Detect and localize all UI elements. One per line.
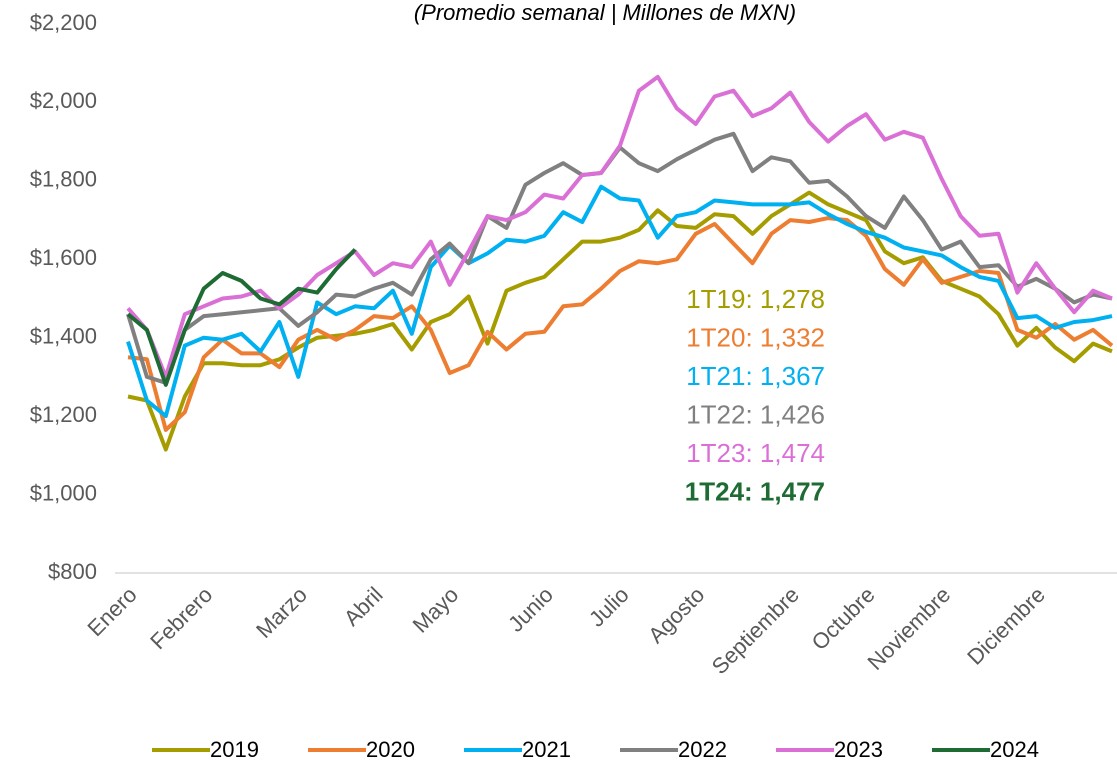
y-tick-label: $1,200 <box>30 402 97 427</box>
x-tick-label: Marzo <box>251 582 312 643</box>
x-tick-label: Abril <box>339 582 388 631</box>
legend-label: 2019 <box>210 737 259 762</box>
x-tick-label: Septiembre <box>707 582 804 679</box>
legend-label: 2024 <box>990 737 1039 762</box>
x-tick-label: Agosto <box>643 582 709 648</box>
series-line <box>127 190 1113 452</box>
series-line <box>126 74 1113 379</box>
legend-label: 2022 <box>678 737 727 762</box>
legend-label: 2023 <box>834 737 883 762</box>
y-tick-label: $2,200 <box>30 10 97 35</box>
x-tick-label: Octubre <box>807 582 880 655</box>
annotation: 1T21: 1,367 <box>686 361 825 391</box>
annotation: 1T24: 1,477 <box>685 476 825 506</box>
series-line <box>126 248 357 387</box>
x-tick-label: Mayo <box>408 582 464 638</box>
legend-label: 2020 <box>366 737 415 762</box>
x-tick-label: Diciembre <box>962 582 1050 670</box>
y-tick-label: $1,800 <box>30 167 97 192</box>
annotation: 1T20: 1,332 <box>686 322 825 352</box>
y-tick-label: $1,000 <box>30 480 97 505</box>
annotation: 1T19: 1,278 <box>686 284 825 314</box>
annotation: 1T23: 1,474 <box>686 438 825 468</box>
y-tick-label: $2,000 <box>30 88 97 113</box>
y-tick-label: $800 <box>48 559 97 584</box>
series-line <box>126 184 1113 419</box>
x-tick-label: Febrero <box>145 582 217 654</box>
series-line <box>126 131 1113 385</box>
x-tick-label: Julio <box>584 582 634 632</box>
chart-subtitle: (Promedio semanal | Millones de MXN) <box>414 0 796 25</box>
x-tick-label: Noviembre <box>862 582 955 675</box>
annotation: 1T22: 1,426 <box>686 399 825 429</box>
series-line <box>127 216 1114 432</box>
x-tick-label: Junio <box>503 582 558 637</box>
y-tick-label: $1,600 <box>30 245 97 270</box>
legend-label: 2021 <box>522 737 571 762</box>
y-tick-label: $1,400 <box>30 324 97 349</box>
x-tick-label: Enero <box>82 582 141 641</box>
